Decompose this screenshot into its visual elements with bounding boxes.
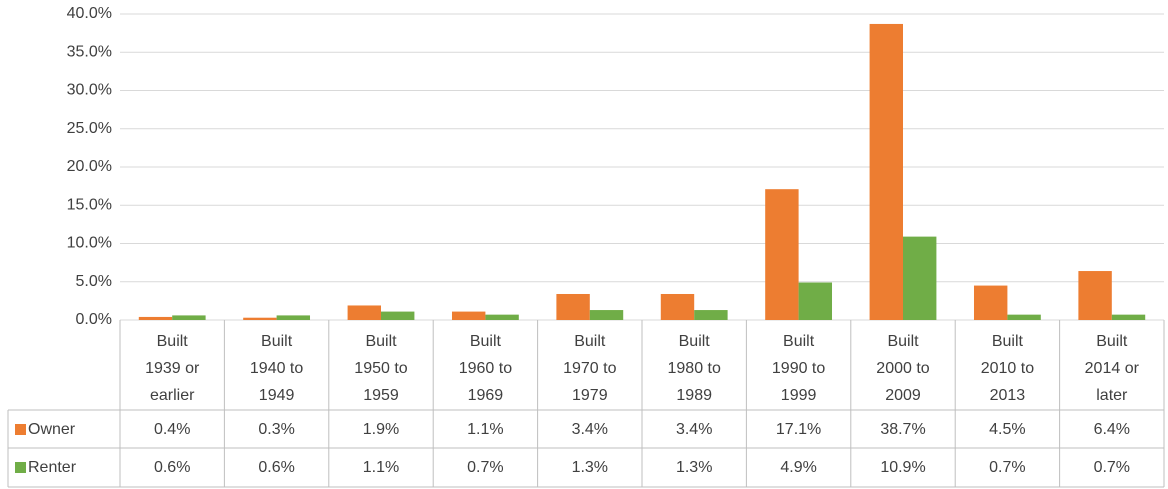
table-value: 1.9% <box>363 421 399 438</box>
table-value: 4.9% <box>780 459 816 476</box>
x-tick-label: Built 2014 or later <box>1085 333 1140 404</box>
bar <box>1111 314 1146 320</box>
table-value: 1.3% <box>572 459 608 476</box>
bar <box>903 236 937 320</box>
y-tick-label: 30.0% <box>67 82 112 99</box>
table-value: 0.6% <box>258 459 294 476</box>
table-value: 3.4% <box>676 421 712 438</box>
bar <box>243 317 277 320</box>
bar <box>172 315 206 320</box>
bar <box>589 310 624 320</box>
x-tick-label: Built 1980 to 1989 <box>668 333 721 404</box>
bar <box>1078 271 1112 320</box>
legend-label: Renter <box>28 459 77 476</box>
bar <box>765 189 799 320</box>
bar <box>869 23 903 320</box>
table-value: 0.7% <box>1094 459 1130 476</box>
y-tick-label: 10.0% <box>67 235 112 252</box>
x-tick-label: Built 1990 to 1999 <box>772 333 825 404</box>
bar <box>485 314 519 320</box>
table-value: 10.9% <box>880 459 925 476</box>
table-value: 1.3% <box>676 459 712 476</box>
bar <box>347 305 381 320</box>
table-value: 0.3% <box>258 421 294 438</box>
x-tick-label: Built 2010 to 2013 <box>981 333 1034 404</box>
y-tick-label: 5.0% <box>76 273 112 290</box>
y-tick-label: 0.0% <box>76 311 112 328</box>
y-tick-label: 20.0% <box>67 158 112 175</box>
x-tick-label: Built 1970 to 1979 <box>563 333 616 404</box>
table-value: 4.5% <box>989 421 1025 438</box>
bar <box>798 282 833 320</box>
x-tick-label: Built 2000 to 2009 <box>876 333 929 404</box>
bar <box>381 311 415 320</box>
table-value: 1.1% <box>467 421 503 438</box>
bar <box>1007 314 1041 320</box>
table-value: 0.7% <box>989 459 1025 476</box>
table-value: 6.4% <box>1094 421 1130 438</box>
bar <box>973 285 1008 320</box>
bar <box>694 310 728 320</box>
bar <box>138 316 173 320</box>
table-value: 38.7% <box>880 421 925 438</box>
legend-swatch <box>15 462 26 473</box>
table-value: 0.4% <box>154 421 190 438</box>
y-tick-label: 15.0% <box>67 196 112 213</box>
y-tick-label: 35.0% <box>67 43 112 60</box>
legend-swatch <box>15 424 26 435</box>
x-tick-label: Built 1939 or earlier <box>145 333 200 404</box>
bar <box>276 315 311 320</box>
table-value: 0.7% <box>467 459 503 476</box>
y-tick-label: 40.0% <box>67 5 112 22</box>
bar <box>451 311 486 320</box>
y-tick-label: 25.0% <box>67 120 112 137</box>
bar <box>660 293 695 320</box>
x-tick-label: Built 1960 to 1969 <box>459 333 512 404</box>
bar <box>556 293 590 320</box>
table-value: 3.4% <box>572 421 608 438</box>
legend-label: Owner <box>28 421 76 438</box>
table-value: 1.1% <box>363 459 399 476</box>
x-tick-label: Built 1940 to 1949 <box>250 333 303 404</box>
table-value: 17.1% <box>776 421 821 438</box>
x-tick-label: Built 1950 to 1959 <box>354 333 407 404</box>
table-value: 0.6% <box>154 459 190 476</box>
